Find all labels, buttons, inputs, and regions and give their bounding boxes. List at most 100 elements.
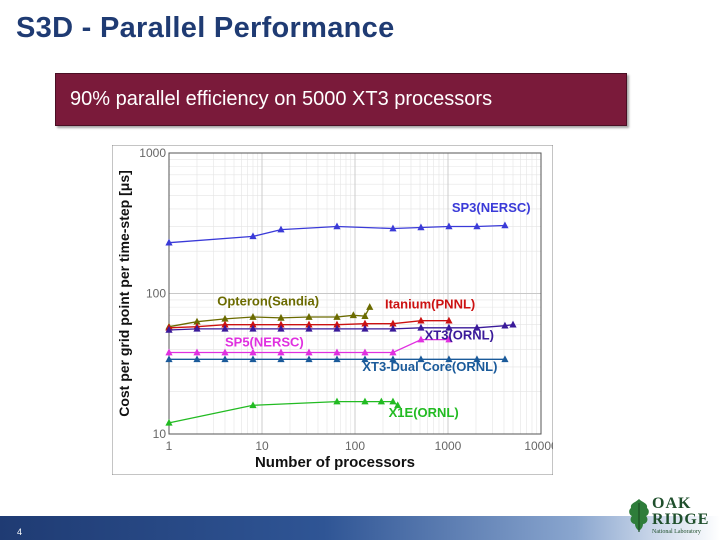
data-point xyxy=(193,355,201,363)
data-point xyxy=(389,319,397,327)
data-point xyxy=(277,348,285,356)
data-point xyxy=(417,335,425,343)
y-tick-label: 1000 xyxy=(139,146,166,160)
data-point xyxy=(445,316,453,324)
series-label: XT3(ORNL) xyxy=(425,328,494,343)
series-label: Opteron(Sandia) xyxy=(217,294,319,309)
data-point xyxy=(473,222,481,230)
data-point xyxy=(305,324,313,332)
data-point xyxy=(361,312,369,319)
data-point xyxy=(473,355,481,363)
series-label: SP3(NERSC) xyxy=(452,200,531,215)
data-point xyxy=(165,238,173,246)
data-point xyxy=(221,324,229,332)
data-point xyxy=(417,355,425,363)
chart-frame xyxy=(112,145,553,475)
data-point xyxy=(333,313,341,320)
data-point xyxy=(249,313,257,320)
data-point xyxy=(221,355,229,363)
data-point xyxy=(445,335,453,343)
data-point xyxy=(221,348,229,356)
data-point xyxy=(249,348,257,356)
data-point xyxy=(277,313,285,321)
x-axis-label: Number of processors xyxy=(255,454,415,471)
data-point xyxy=(333,320,341,328)
data-point xyxy=(193,348,201,356)
data-point xyxy=(361,397,369,405)
logo-line-2: RIDGE xyxy=(652,511,710,528)
data-point xyxy=(389,397,397,405)
y-axis-label: Cost per grid point per time-step [μs] xyxy=(116,170,132,417)
data-point xyxy=(361,348,369,356)
data-point xyxy=(333,222,341,230)
data-point xyxy=(277,355,285,363)
data-point xyxy=(394,401,402,409)
data-point xyxy=(277,320,285,328)
data-point xyxy=(366,303,374,310)
banner-text: 90% parallel efficiency on 5000 XT3 proc… xyxy=(70,88,493,110)
data-point xyxy=(445,355,453,363)
data-point xyxy=(417,223,425,231)
series-line xyxy=(168,306,371,328)
data-point xyxy=(501,221,509,229)
y-tick-label: 100 xyxy=(146,287,166,301)
performance-chart: 110100100010000101001000Number of proces… xyxy=(112,145,553,475)
data-point xyxy=(305,313,313,320)
logo-line-3: National Laboratory xyxy=(652,529,701,535)
data-point xyxy=(361,355,369,363)
x-tick-label: 100 xyxy=(345,439,365,453)
x-tick-label: 1 xyxy=(166,439,173,453)
data-point xyxy=(221,320,229,328)
data-point xyxy=(249,320,257,328)
data-point xyxy=(333,397,341,405)
plot-area-border xyxy=(168,152,542,435)
logo-line-1: OAK xyxy=(652,495,692,512)
data-point xyxy=(277,225,285,233)
data-point xyxy=(445,323,453,331)
data-point xyxy=(193,324,201,332)
data-point xyxy=(361,324,369,332)
series-label: Itanium(PNNL) xyxy=(385,297,475,312)
data-point xyxy=(501,321,509,329)
data-point xyxy=(165,348,173,356)
data-point xyxy=(473,323,481,331)
data-point xyxy=(389,224,397,232)
data-point xyxy=(249,232,257,240)
data-point xyxy=(249,401,257,409)
data-point xyxy=(377,397,385,405)
data-point xyxy=(389,324,397,332)
data-point xyxy=(249,324,257,332)
data-point xyxy=(417,323,425,331)
data-point xyxy=(333,348,341,356)
data-point xyxy=(417,316,425,324)
data-point xyxy=(389,355,397,363)
data-point xyxy=(305,348,313,356)
data-point xyxy=(349,311,357,319)
series-label: X1E(ORNL) xyxy=(389,405,459,420)
data-point xyxy=(333,355,341,363)
data-point xyxy=(501,355,509,363)
data-point xyxy=(509,320,517,328)
data-point xyxy=(361,319,369,327)
ornl-logo: OAK RIDGE National Laboratory xyxy=(624,491,716,537)
x-tick-label: 10000 xyxy=(524,439,553,453)
series-line xyxy=(168,324,514,331)
data-point xyxy=(333,324,341,332)
data-point xyxy=(165,418,173,426)
data-point xyxy=(249,355,257,363)
data-point xyxy=(193,317,201,325)
data-point xyxy=(277,324,285,332)
y-tick-label: 10 xyxy=(153,427,167,441)
series-label: XT3-Dual Core(ORNL) xyxy=(362,359,497,374)
data-point xyxy=(165,355,173,363)
x-tick-label: 1000 xyxy=(435,439,462,453)
series-label: SP5(NERSC) xyxy=(225,334,304,349)
data-point xyxy=(445,222,453,230)
highlight-banner: 90% parallel efficiency on 5000 XT3 proc… xyxy=(55,73,627,126)
footer-bar xyxy=(0,516,720,540)
data-point xyxy=(221,314,229,322)
data-point xyxy=(305,355,313,363)
page-number: 4 xyxy=(17,527,23,537)
x-tick-label: 10 xyxy=(255,439,269,453)
slide-title: S3D - Parallel Performance xyxy=(16,12,395,44)
